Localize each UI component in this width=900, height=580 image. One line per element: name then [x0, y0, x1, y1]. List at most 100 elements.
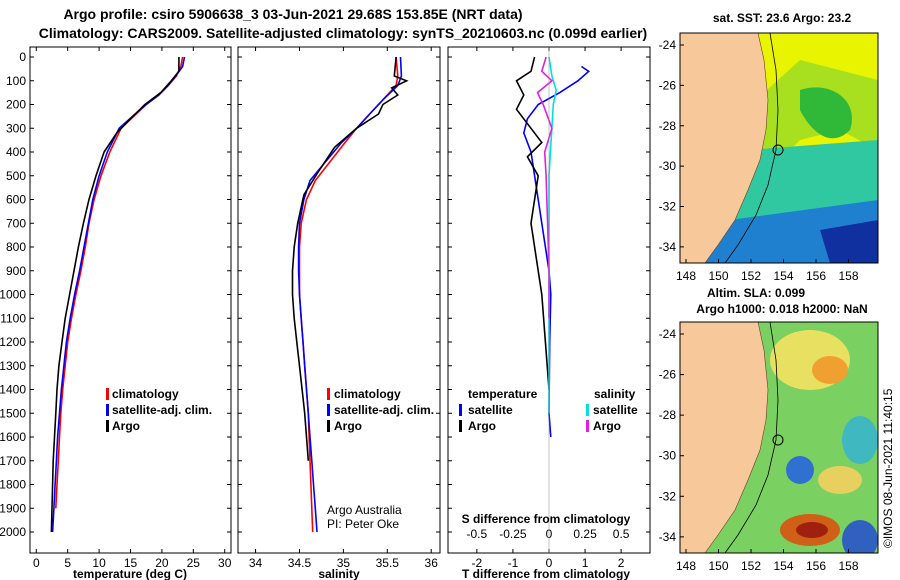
- depth-tick-label: 1100: [0, 311, 26, 325]
- sst-eddy: [800, 87, 852, 139]
- lon-tick-label: 150: [708, 269, 728, 283]
- x-tick-label: 10: [92, 556, 106, 570]
- series-line-argo: [291, 56, 409, 461]
- x-tick-label: 2: [618, 556, 625, 570]
- legend-swatch-satellite: [327, 404, 330, 416]
- s-diff-tick-label: 0.5: [613, 527, 630, 541]
- legend-swatch-t-argo: [459, 420, 462, 432]
- lon-tick-label: 150: [708, 559, 728, 573]
- legend-swatch-s-satellite: [586, 404, 589, 416]
- sst-isobath: [724, 33, 779, 263]
- sst-map-axes: -24 -26 -28 -30 -32 -34 148 150 152 154 156 158: [659, 38, 859, 283]
- depth-tick-label: 1500: [0, 406, 26, 420]
- x-tick-label: 35: [337, 556, 351, 570]
- sla-map-title-line2: Argo h1000: 0.018 h2000: NaN: [696, 302, 867, 316]
- lat-tick-label: -26: [659, 368, 677, 382]
- lon-tick-label: 154: [773, 559, 793, 573]
- sla-eddy-h: [842, 520, 878, 553]
- lat-tick-label: -30: [659, 449, 677, 463]
- legend-header-temperature: temperature: [468, 387, 538, 401]
- legend-swatch-argo: [106, 420, 109, 432]
- depth-tick-label: 600: [6, 193, 26, 207]
- sla-land: [680, 322, 769, 553]
- lon-tick-label: 152: [741, 269, 761, 283]
- lon-tick-label: 148: [676, 269, 696, 283]
- series-line-satellite-adj-clim-: [51, 56, 186, 533]
- x-tick-label: -1: [508, 556, 519, 570]
- salinity-legend: climatology satellite-adj. clim. Argo Ar…: [327, 387, 434, 531]
- depth-tick-label: 200: [6, 98, 26, 112]
- legend-swatch-satellite: [106, 404, 109, 416]
- depth-tick-label: 1000: [0, 288, 26, 302]
- lon-tick-label: 158: [838, 269, 858, 283]
- figure-title-line2: Climatology: CARS2009. Satellite-adjuste…: [39, 25, 647, 41]
- lon-tick-label: 154: [773, 269, 793, 283]
- sst-map-frame: [679, 32, 879, 264]
- difference-legend: temperature salinity satellite Argo sate…: [459, 387, 638, 433]
- sla-isobath: [724, 322, 779, 553]
- depth-tick-label: 800: [6, 240, 26, 254]
- s-diff-tick-label: -0.25: [499, 527, 527, 541]
- figure-title-line1: Argo profile: csiro 5906638_3 03-Jun-202…: [63, 6, 522, 22]
- lon-tick-label: 156: [806, 559, 826, 573]
- legend-swatch-argo: [327, 420, 330, 432]
- lat-tick-label: -34: [659, 240, 677, 254]
- legend-label-climatology: climatology: [112, 387, 179, 401]
- lat-tick-label: -28: [659, 408, 677, 422]
- x-tick-label: 1: [582, 556, 589, 570]
- lat-tick-label: -34: [659, 530, 677, 544]
- sla-eddy-g: [796, 522, 828, 538]
- series-line-climatology: [298, 56, 399, 533]
- lon-tick-label: 148: [676, 559, 696, 573]
- temperature-panel: 0 5 10 15 20 25 30: [33, 47, 232, 570]
- depth-tick-label: 900: [6, 264, 26, 278]
- series-line-argo: [50, 57, 180, 533]
- sla-map-axes: -24 -26 -28 -30 -32 -34 148 150 152 154 156 158: [659, 327, 859, 573]
- legend-label-s-satellite: satellite: [593, 403, 638, 417]
- x-tick-label: 25: [187, 556, 201, 570]
- sla-eddy-b: [812, 356, 848, 384]
- x-tick-label: 0: [33, 556, 40, 570]
- lon-tick-label: 152: [741, 559, 761, 573]
- legend-label-t-satellite: satellite: [468, 403, 513, 417]
- x-tick-label: 5: [64, 556, 71, 570]
- depth-tick-label: 500: [6, 169, 26, 183]
- argo-float-marker: [772, 144, 784, 156]
- temperature-xlabel: temperature (deg C): [73, 567, 187, 580]
- x-tick-label: 30: [218, 556, 232, 570]
- x-tick-label: 20: [155, 556, 169, 570]
- legend-header-salinity: salinity: [594, 387, 636, 401]
- difference-panel: -2 -1 0 1 2-0.5 -0.25 0 0.25 0.5: [467, 47, 630, 570]
- depth-tick-label: 2000: [0, 525, 26, 539]
- lon-tick-label: 156: [806, 269, 826, 283]
- depth-tick-label: 700: [6, 216, 26, 230]
- tdiff-xlabel: T difference from climatology: [462, 567, 630, 580]
- depth-tick-label: 1400: [0, 383, 26, 397]
- x-tick-label: 0: [546, 556, 553, 570]
- depth-tick-label: 300: [6, 121, 26, 135]
- lat-tick-label: -26: [659, 78, 677, 92]
- sst-map: [680, 33, 878, 263]
- sla-eddy-e: [818, 466, 862, 494]
- x-tick-label: 15: [124, 556, 138, 570]
- lat-tick-label: -28: [659, 119, 677, 133]
- lat-tick-label: -24: [659, 38, 677, 52]
- lat-tick-label: -30: [659, 159, 677, 173]
- x-tick-label: 34: [249, 556, 263, 570]
- series-line-salinity-argo: [536, 56, 554, 319]
- sst-map-title: sat. SST: 23.6 Argo: 23.2: [713, 11, 852, 25]
- legend-swatch-climatology: [327, 388, 330, 400]
- lon-tick-label: 158: [838, 559, 858, 573]
- legend-label-satellite: satellite-adj. clim.: [112, 403, 212, 417]
- credit-pi: PI: Peter Oke: [327, 517, 399, 531]
- lat-tick-label: -24: [659, 327, 677, 341]
- series-line-temperature-argo: [515, 56, 550, 390]
- x-tick-label: 35.5: [376, 556, 400, 570]
- s-diff-tick-label: -0.5: [467, 527, 488, 541]
- legend-swatch-climatology: [106, 388, 109, 400]
- sdiff-xlabel: S difference from climatology: [462, 512, 631, 526]
- lat-tick-label: -32: [659, 489, 677, 503]
- salinity-panel-frame: [237, 46, 441, 554]
- series-line-temperature-satellite: [522, 65, 591, 438]
